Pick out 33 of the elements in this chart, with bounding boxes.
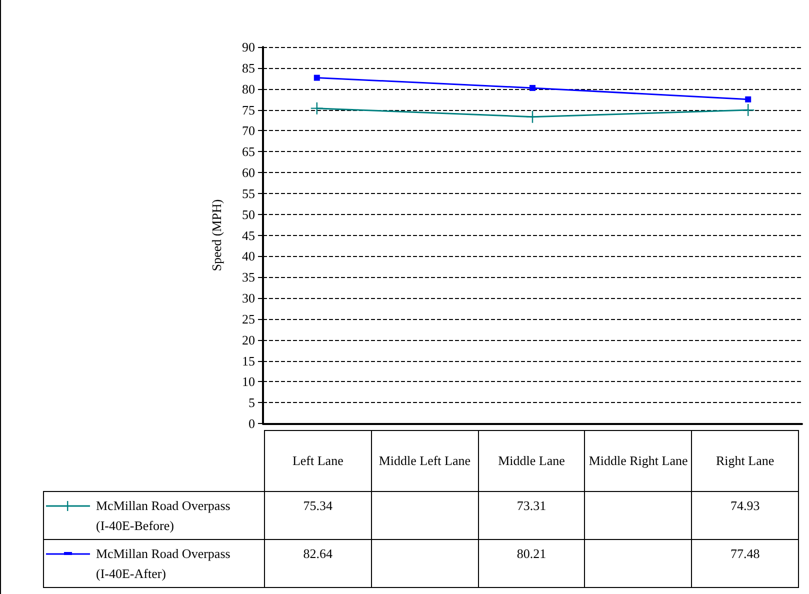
data-label: 82.64 — [264, 540, 372, 588]
x-tick-label: Right Lane — [692, 430, 798, 492]
y-tick-label: 40 — [242, 248, 255, 264]
y-tick-label: 65 — [242, 144, 255, 160]
y-tick-label: 45 — [242, 228, 255, 243]
data-label: 77.48 — [692, 540, 798, 588]
y-tick-label: 5 — [248, 395, 255, 410]
x-tick-label: Middle Left Lane — [371, 430, 478, 492]
y-tick-label: 15 — [242, 353, 255, 368]
x-tick-label: Middle Right Lane — [584, 430, 692, 492]
y-tick-label: 30 — [242, 290, 255, 306]
x-tick-label: Left Lane — [264, 430, 372, 492]
y-tick-label: 75 — [242, 102, 255, 118]
y-tick-label: 50 — [242, 206, 255, 222]
y-tick-label: 80 — [242, 81, 255, 96]
data-label: 73.31 — [478, 492, 585, 540]
y-tick-label: 60 — [242, 165, 255, 180]
x-tick-label: Middle Lane — [478, 430, 585, 492]
y-tick-label: 35 — [242, 270, 255, 285]
data-label: 75.34 — [264, 492, 372, 540]
data-label: 80.21 — [478, 540, 585, 588]
y-tick-label: 90 — [242, 40, 255, 54]
legend-label: McMillan Road Overpass (I-40E-Before) — [96, 497, 232, 535]
y-axis-title: Speed (MPH) — [209, 199, 224, 272]
y-tick-label: 0 — [248, 416, 255, 431]
y-tick-label: 25 — [242, 311, 255, 326]
data-label: 74.93 — [692, 492, 798, 540]
y-tick-label: 70 — [242, 123, 255, 138]
y-tick-label: 55 — [242, 186, 255, 201]
y-tick-label: 10 — [242, 374, 255, 390]
y-tick-label: 20 — [242, 332, 255, 348]
y-tick-label: 85 — [242, 60, 255, 76]
legend-label: McMillan Road Overpass (I-40E-After) — [96, 545, 232, 583]
